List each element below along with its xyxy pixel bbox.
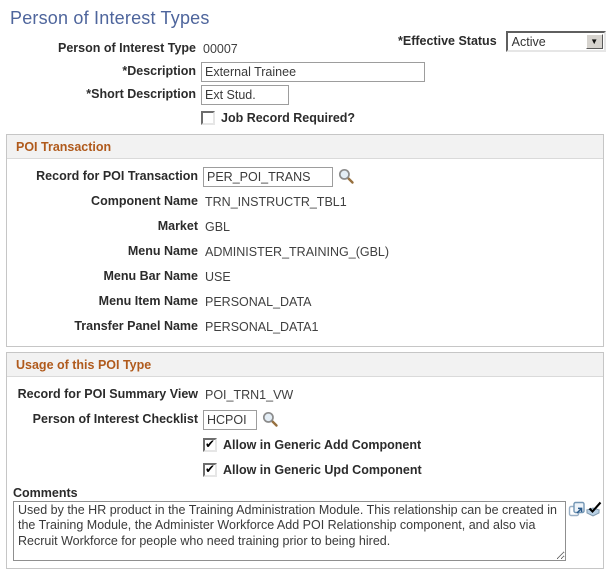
comments-label: Comments bbox=[13, 486, 78, 500]
allow-add-checkbox[interactable]: ✔ bbox=[203, 436, 217, 452]
menu-item-name-label: Menu Item Name bbox=[98, 294, 198, 309]
description-label: *Description bbox=[122, 64, 196, 79]
poi-transaction-section: POI Transaction Record for POI Transacti… bbox=[6, 134, 604, 347]
usage-section: Usage of this POI Type Record for POI Su… bbox=[6, 352, 604, 569]
poi-transaction-section-title: POI Transaction bbox=[7, 135, 603, 159]
menu-item-name-row: Menu Item Name PERSONAL_DATA bbox=[7, 289, 603, 314]
poi-type-row: Person of Interest Type 00007 bbox=[5, 37, 608, 60]
comments-textarea[interactable]: Used by the HR product in the Training A… bbox=[13, 501, 566, 561]
transfer-panel-name-label: Transfer Panel Name bbox=[74, 319, 198, 334]
record-for-poi-transaction-row: Record for POI Transaction bbox=[7, 164, 603, 189]
short-description-input[interactable] bbox=[201, 84, 289, 105]
job-record-required-label: Job Record Required? bbox=[221, 110, 356, 125]
menu-name-label: Menu Name bbox=[127, 244, 198, 259]
spell-check-icon[interactable] bbox=[585, 501, 603, 518]
component-name-value: TRN_INSTRUCTR_TBL1 bbox=[205, 194, 347, 209]
description-input[interactable] bbox=[201, 61, 425, 82]
menu-bar-name-label: Menu Bar Name bbox=[103, 269, 198, 284]
comments-area: Used by the HR product in the Training A… bbox=[7, 501, 603, 561]
record-for-poi-transaction-input[interactable] bbox=[203, 166, 333, 187]
effective-status-select[interactable]: Active ▼ bbox=[505, 31, 606, 52]
description-row: *Description bbox=[5, 60, 608, 83]
checkmark-icon: ✔ bbox=[204, 461, 216, 476]
lookup-icon[interactable] bbox=[262, 411, 279, 428]
poi-type-label: Person of Interest Type bbox=[58, 41, 196, 56]
effective-status-value: Active bbox=[511, 34, 546, 49]
menu-bar-name-value: USE bbox=[205, 269, 231, 284]
poi-checklist-row: Person of Interest Checklist bbox=[7, 407, 603, 432]
allow-add-label: Allow in Generic Add Component bbox=[223, 437, 422, 452]
menu-item-name-value: PERSONAL_DATA bbox=[205, 294, 312, 309]
poi-checklist-label: Person of Interest Checklist bbox=[32, 412, 198, 427]
poi-checklist-input[interactable] bbox=[203, 409, 257, 430]
transfer-panel-name-row: Transfer Panel Name PERSONAL_DATA1 bbox=[7, 314, 603, 339]
record-for-poi-summary-view-label: Record for POI Summary View bbox=[17, 387, 198, 402]
record-for-poi-summary-view-value: POI_TRN1_VW bbox=[205, 387, 294, 402]
component-name-row: Component Name TRN_INSTRUCTR_TBL1 bbox=[7, 189, 603, 214]
chevron-down-icon[interactable]: ▼ bbox=[585, 34, 603, 49]
checkmark-icon: ✔ bbox=[204, 436, 216, 451]
menu-name-row: Menu Name ADMINISTER_TRAINING_(GBL) bbox=[7, 239, 603, 264]
market-label: Market bbox=[157, 219, 198, 234]
record-for-poi-transaction-label: Record for POI Transaction bbox=[36, 169, 198, 184]
effective-status-field: *Effective Status Active ▼ bbox=[398, 31, 606, 52]
market-value: GBL bbox=[205, 219, 231, 234]
job-record-required-row: Job Record Required? bbox=[5, 106, 608, 129]
component-name-label: Component Name bbox=[91, 194, 198, 209]
poi-type-value: 00007 bbox=[203, 41, 238, 56]
record-for-poi-summary-view-row: Record for POI Summary View POI_TRN1_VW bbox=[7, 382, 603, 407]
expand-to-modal-icon[interactable] bbox=[568, 501, 585, 518]
allow-add-row: ✔ Allow in Generic Add Component bbox=[7, 432, 603, 457]
allow-upd-checkbox[interactable]: ✔ bbox=[203, 461, 217, 477]
job-record-required-checkbox[interactable] bbox=[201, 110, 215, 125]
allow-upd-label: Allow in Generic Upd Component bbox=[223, 462, 422, 477]
effective-status-label: *Effective Status bbox=[398, 34, 497, 49]
menu-bar-name-row: Menu Bar Name USE bbox=[7, 264, 603, 289]
lookup-icon[interactable] bbox=[338, 168, 355, 185]
usage-section-title: Usage of this POI Type bbox=[7, 353, 603, 377]
market-row: Market GBL bbox=[7, 214, 603, 239]
transfer-panel-name-value: PERSONAL_DATA1 bbox=[205, 319, 319, 334]
short-description-label: *Short Description bbox=[86, 87, 196, 102]
allow-upd-row: ✔ Allow in Generic Upd Component bbox=[7, 457, 603, 482]
short-description-row: *Short Description bbox=[5, 83, 608, 106]
menu-name-value: ADMINISTER_TRAINING_(GBL) bbox=[205, 244, 390, 259]
page-title: Person of Interest Types bbox=[10, 8, 210, 28]
